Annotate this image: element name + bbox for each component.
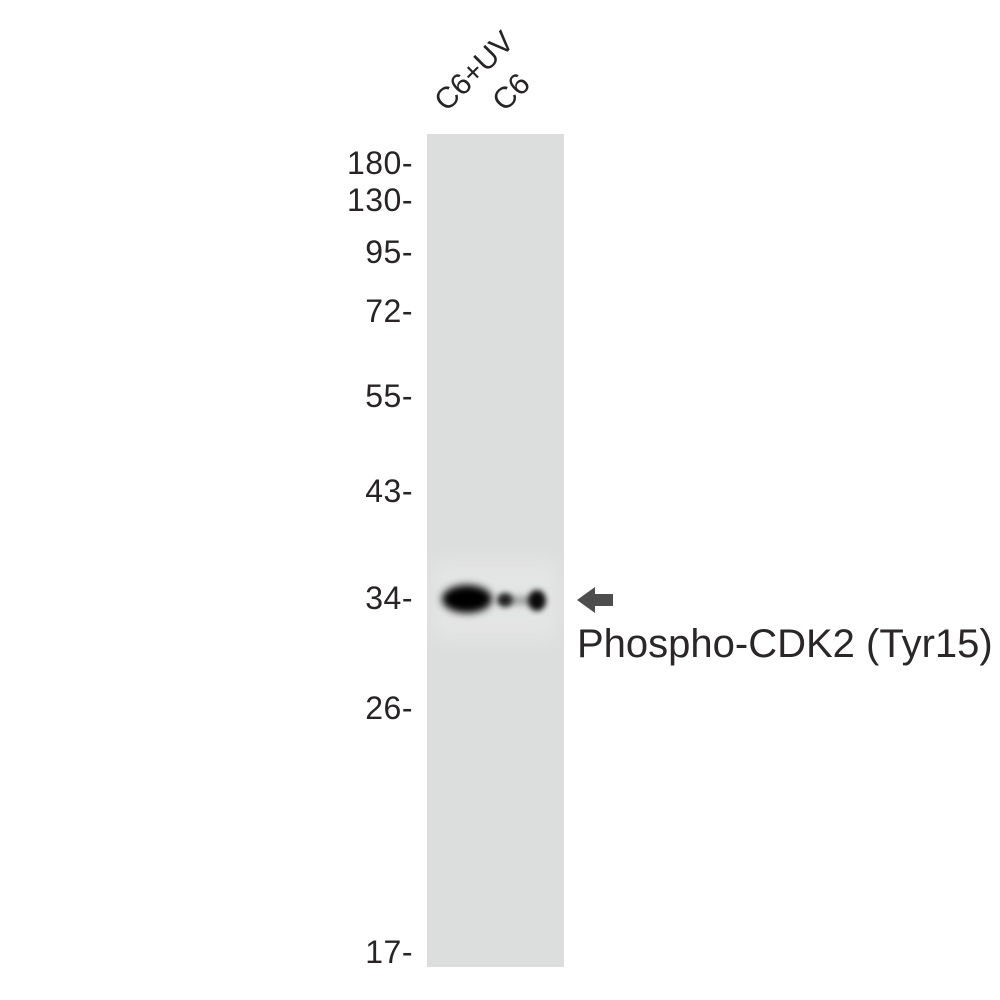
mw-marker-label: 95-	[365, 234, 413, 270]
mw-marker-label: 180-	[346, 145, 413, 181]
mw-marker-label: 17-	[365, 934, 413, 970]
protein-band	[505, 595, 537, 605]
left-arrow-icon	[577, 587, 613, 613]
left-arrow-shape	[577, 587, 613, 613]
protein-band	[528, 589, 546, 611]
mw-marker-label: 55-	[365, 378, 413, 414]
mw-marker-label: 43-	[365, 473, 413, 509]
mw-marker-label: 26-	[365, 690, 413, 726]
target-protein-label: Phospho-CDK2 (Tyr15)	[577, 622, 993, 666]
mw-marker-label: 72-	[365, 293, 413, 329]
protein-band	[497, 593, 513, 607]
mw-marker-label: 34-	[365, 580, 413, 616]
gel-strip	[427, 134, 564, 967]
mw-marker-label: 130-	[346, 182, 413, 218]
protein-band	[442, 585, 492, 613]
